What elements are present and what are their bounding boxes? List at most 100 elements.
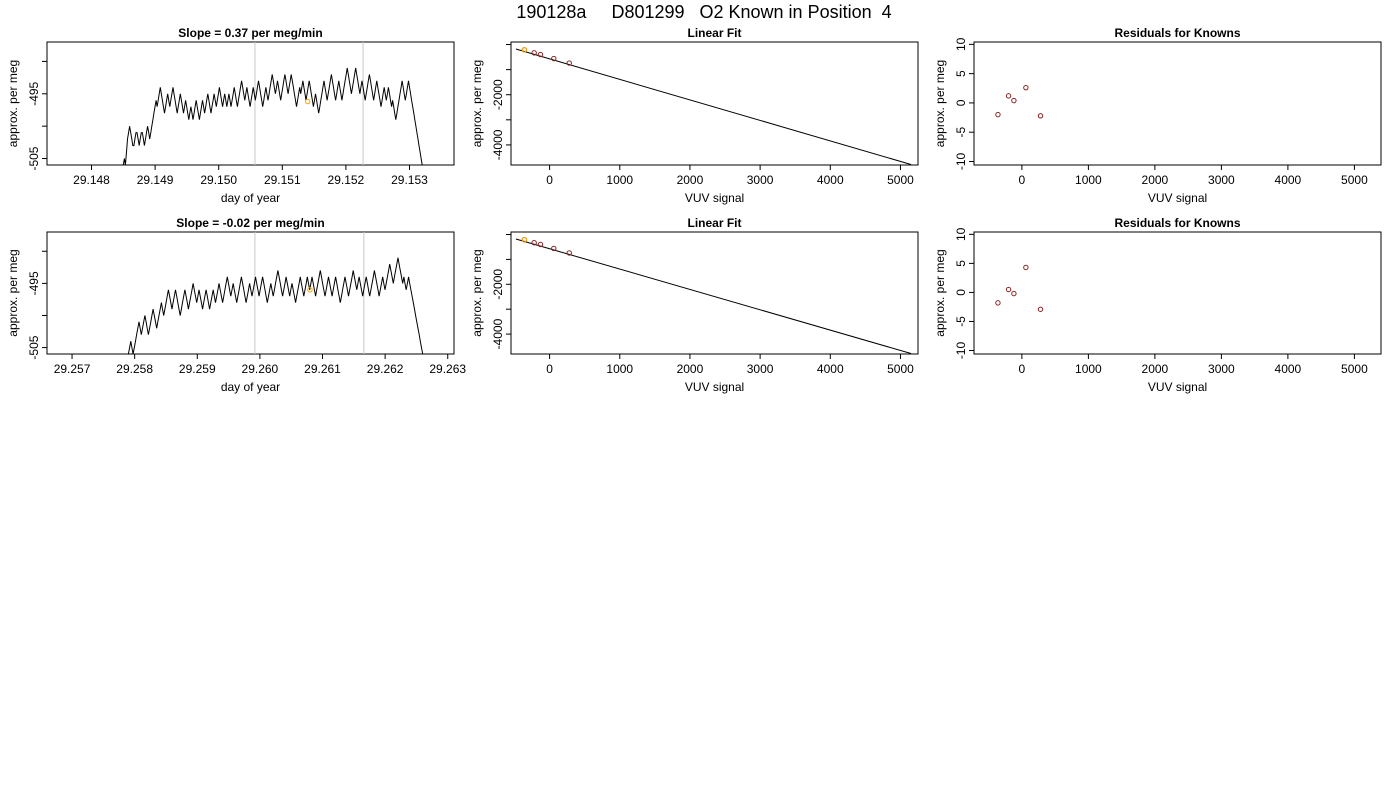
- x-tick-label: 3000: [747, 362, 774, 376]
- x-tick-label: 29.151: [264, 173, 301, 187]
- panel-title: Slope = 0.37 per meg/min: [178, 26, 322, 40]
- data-point: [537, 51, 544, 58]
- figure-title: 190128a D801299 O2 Known in Position 4: [516, 2, 891, 22]
- plot-frame: [46, 41, 455, 166]
- plot-area: [122, 42, 423, 165]
- x-tick-label: 5000: [887, 173, 914, 187]
- x-tick-label: 29.258: [116, 362, 153, 376]
- data-series-line: [122, 67, 423, 165]
- y-tick-label: -2000: [491, 269, 505, 300]
- x-tick-label: 29.149: [137, 173, 174, 187]
- y-tick-label: -5: [954, 127, 968, 138]
- plot-area: [127, 232, 424, 354]
- chart-panel-2: Linear Fit 0 1000 2000 3000 4000 5000 -2000 -400…: [470, 26, 919, 205]
- plot-frame: [46, 231, 455, 355]
- data-point: [566, 60, 572, 66]
- x-tick-label: 4000: [1275, 362, 1302, 376]
- x-tick-label: 29.259: [179, 362, 216, 376]
- fit-line: [515, 238, 912, 354]
- plot-frame: [510, 41, 919, 166]
- x-tick-label: 29.261: [304, 362, 341, 376]
- y-tick-label: 0: [954, 289, 968, 296]
- y-tick-label: 10: [954, 37, 968, 51]
- highlight-point: [305, 98, 311, 105]
- data-point: [995, 111, 1001, 118]
- x-axis-label: day of year: [221, 380, 280, 394]
- x-tick-label: 4000: [817, 362, 844, 376]
- y-tick-label: -2000: [491, 79, 505, 110]
- data-point: [1023, 264, 1029, 271]
- fit-line: [515, 48, 912, 165]
- x-tick-label: 5000: [887, 362, 914, 376]
- x-tick-label: 29.260: [242, 362, 279, 376]
- x-tick-label: 29.263: [429, 362, 466, 376]
- plot-frame: [973, 231, 1382, 355]
- data-point: [1011, 97, 1017, 104]
- y-tick-label: -4000: [491, 318, 505, 349]
- x-tick-label: 3000: [1208, 173, 1235, 187]
- x-tick-label: 3000: [747, 173, 774, 187]
- panel-title: Linear Fit: [687, 26, 741, 40]
- x-tick-label: 2000: [677, 173, 704, 187]
- data-point: [537, 241, 544, 248]
- x-tick-label: 0: [546, 362, 553, 376]
- highlight-point: [521, 47, 528, 53]
- y-tick-label: 5: [954, 70, 968, 77]
- x-tick-label: 0: [1019, 362, 1026, 376]
- x-axis-label: VUV signal: [1148, 191, 1207, 205]
- data-point: [566, 250, 572, 256]
- y-tick-label: -4000: [491, 129, 505, 160]
- y-tick-label: 0: [954, 99, 968, 106]
- y-tick-label: -495: [27, 271, 41, 295]
- y-tick-label: -505: [27, 335, 41, 359]
- data-point: [1037, 306, 1044, 312]
- data-point: [551, 55, 557, 62]
- y-tick-label: -10: [954, 152, 968, 170]
- y-axis-label: approx. per meg: [933, 60, 947, 147]
- x-tick-label: 1000: [1075, 362, 1102, 376]
- x-tick-label: 4000: [817, 173, 844, 187]
- x-tick-label: 29.153: [391, 173, 428, 187]
- highlight-point: [521, 237, 528, 243]
- plot-area: [515, 237, 912, 354]
- data-point: [1037, 113, 1044, 119]
- x-tick-label: 2000: [677, 362, 704, 376]
- data-point: [1005, 93, 1012, 99]
- y-tick-label: -505: [27, 146, 41, 170]
- x-tick-label: 4000: [1275, 173, 1302, 187]
- chart-panel-1: Slope = 0.37 per meg/min 29.148 29.149 29.1…: [6, 26, 455, 205]
- y-axis-label: approx. per meg: [6, 60, 20, 147]
- panel-title: Slope = -0.02 per meg/min: [176, 216, 324, 230]
- x-tick-label: 29.262: [367, 362, 404, 376]
- x-tick-label: 29.257: [54, 362, 91, 376]
- y-axis-label: approx. per meg: [6, 249, 20, 336]
- data-point: [1023, 84, 1029, 91]
- x-tick-label: 3000: [1208, 362, 1235, 376]
- panel-title: Residuals for Knowns: [1114, 216, 1240, 230]
- data-point: [1005, 286, 1012, 293]
- y-tick-label: 10: [954, 227, 968, 241]
- x-tick-label: 5000: [1341, 362, 1368, 376]
- plot-frame: [973, 41, 1382, 166]
- data-point: [1011, 290, 1017, 297]
- y-tick-label: 5: [954, 260, 968, 267]
- chart-panel-6: Residuals for Knowns 0 1000 2000 3000 4000 500…: [933, 216, 1382, 394]
- data-point: [531, 240, 537, 246]
- y-tick-label: -495: [27, 81, 41, 105]
- data-point: [551, 245, 557, 252]
- y-axis-label: approx. per meg: [933, 249, 947, 336]
- x-tick-label: 5000: [1341, 173, 1368, 187]
- chart-panel-4: Slope = -0.02 per meg/min 29.257 29.258 29.…: [6, 216, 466, 394]
- x-axis-label: day of year: [221, 191, 280, 205]
- x-tick-label: 29.152: [328, 173, 365, 187]
- y-tick-label: -5: [954, 316, 968, 327]
- x-tick-label: 1000: [1075, 173, 1102, 187]
- y-tick-label: -10: [954, 342, 968, 360]
- data-point: [995, 300, 1001, 306]
- plot-area: [515, 47, 912, 165]
- x-axis-label: VUV signal: [1148, 380, 1207, 394]
- panel-title: Residuals for Knowns: [1114, 26, 1240, 40]
- x-tick-label: 0: [1019, 173, 1026, 187]
- chart-panel-5: Linear Fit 0 1000 2000 3000 4000 5000 -2000 -400…: [470, 216, 919, 394]
